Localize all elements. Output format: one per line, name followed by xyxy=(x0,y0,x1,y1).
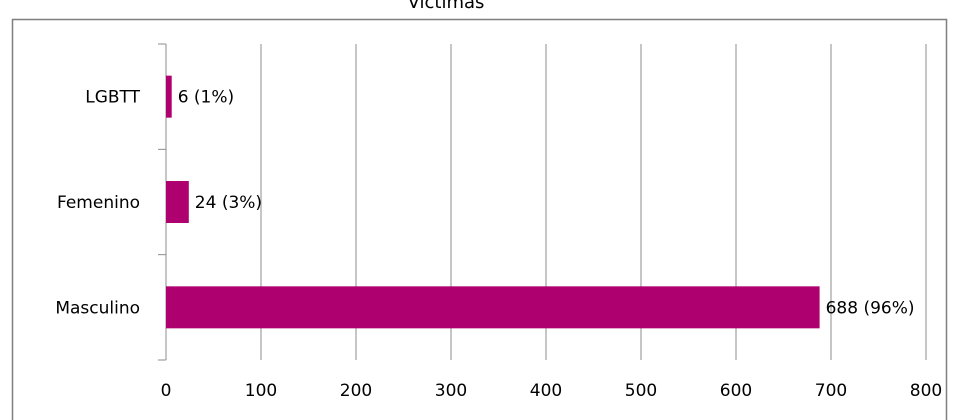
category-label: Femenino xyxy=(57,193,140,213)
bar xyxy=(166,286,820,329)
x-tick-label: 100 xyxy=(245,381,277,401)
x-tick-label: 400 xyxy=(530,381,562,401)
plot-area: 0 100 200 300 400 500 600 700 800 LGBTT 6 (1%) Feme… xyxy=(55,43,942,401)
x-tick-label: 300 xyxy=(435,381,467,401)
x-tick-label: 600 xyxy=(720,381,752,401)
x-tick-label: 0 xyxy=(161,381,172,401)
x-tick-label: 200 xyxy=(340,381,372,401)
data-label: 24 (3%) xyxy=(195,193,262,213)
chart-title: Victimas xyxy=(408,0,485,13)
category-label: LGBTT xyxy=(85,88,140,108)
x-tick-label: 500 xyxy=(625,381,657,401)
data-label: 688 (96%) xyxy=(826,298,915,318)
x-tick-label: 800 xyxy=(910,381,942,401)
x-tick-label: 700 xyxy=(815,381,847,401)
chart-border xyxy=(11,18,948,420)
bar xyxy=(166,75,172,118)
bar xyxy=(166,181,189,223)
data-label: 6 (1%) xyxy=(178,88,234,108)
category-label: Masculino xyxy=(55,298,140,318)
